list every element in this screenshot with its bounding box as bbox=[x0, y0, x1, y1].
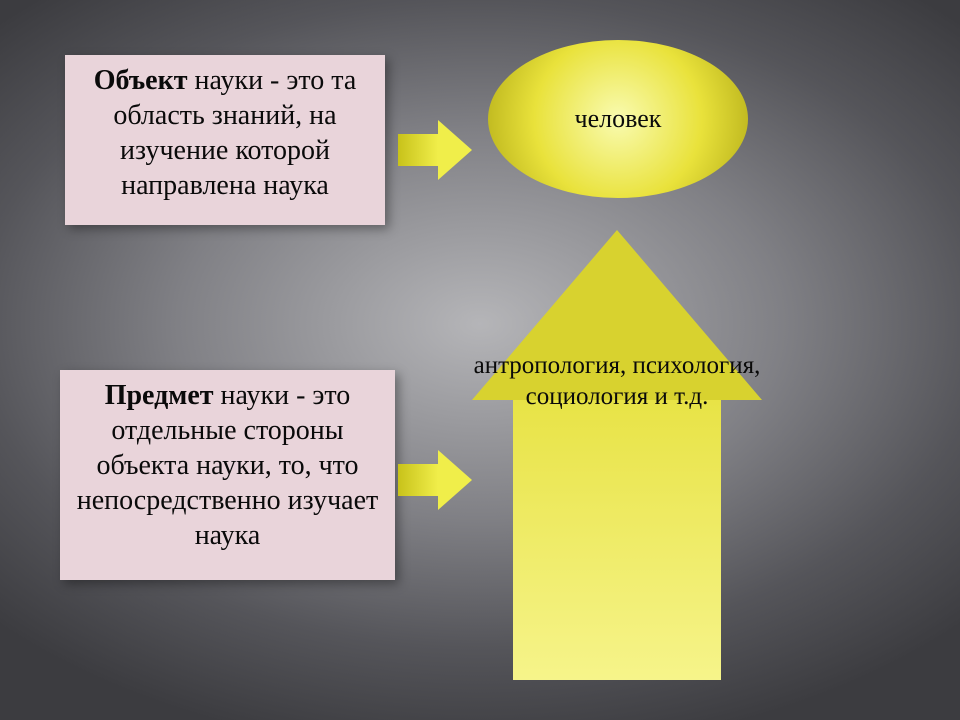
arrow-stem bbox=[513, 400, 721, 680]
arrow-stem bbox=[398, 134, 438, 166]
right-arrow-2 bbox=[398, 450, 472, 510]
big-up-arrow: антропология, психология, социология и т… bbox=[472, 230, 762, 680]
subject-definition-box: Предмет науки - это отдельные стороны об… bbox=[60, 370, 395, 580]
right-arrow-1 bbox=[398, 120, 472, 180]
slide-stage: человек антропология, психология, социол… bbox=[0, 0, 960, 720]
up-arrow-label: антропология, психология, социология и т… bbox=[472, 350, 762, 413]
ellipse-human: человек bbox=[488, 40, 748, 198]
ellipse-label: человек bbox=[575, 104, 662, 134]
box1-lead: Объект bbox=[94, 65, 188, 96]
arrow-stem bbox=[398, 464, 438, 496]
box2-lead: Предмет bbox=[105, 380, 214, 411]
arrow-head-icon bbox=[438, 120, 472, 180]
arrow-head-icon bbox=[438, 450, 472, 510]
object-definition-box: Объект науки - это та область знаний, на… bbox=[65, 55, 385, 225]
